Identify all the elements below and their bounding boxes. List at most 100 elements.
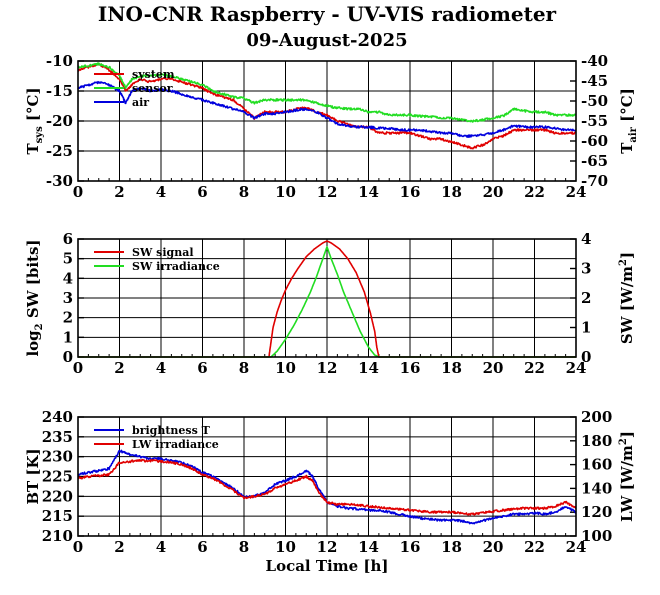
x-tick-label: 14 [358, 538, 379, 556]
x-tick-label: 2 [114, 359, 124, 377]
y-axis-label: log2 SW [bits] [24, 239, 45, 356]
y-tick-label: -20 [46, 112, 73, 130]
y-tick-label: 235 [42, 428, 73, 446]
y-tick-label: -30 [46, 172, 73, 190]
y2-tick-label: -40 [581, 52, 608, 70]
x-tick-label: 0 [73, 538, 83, 556]
y-tick-label: 3 [63, 289, 73, 307]
y2-tick-label: 3 [581, 260, 591, 278]
legend-label: sensor [132, 82, 173, 95]
y2-tick-label: 1 [581, 319, 591, 337]
x-tick-label: 0 [73, 359, 83, 377]
y-tick-label: 4 [63, 269, 73, 287]
y2-tick-label: -50 [581, 92, 608, 110]
x-tick-label: 22 [524, 538, 545, 556]
x-tick-label: 18 [441, 183, 462, 201]
y-tick-label: 230 [42, 448, 73, 466]
y-tick-label: 5 [63, 250, 73, 268]
y2-tick-label: 2 [581, 289, 591, 307]
y-axis-label: Tsys [°C] [24, 87, 45, 154]
x-tick-label: 16 [400, 538, 421, 556]
y2-tick-label: -65 [581, 152, 608, 170]
x-tick-label: 18 [441, 538, 462, 556]
x-tick-label: 22 [524, 359, 545, 377]
x-tick-label: 14 [358, 183, 379, 201]
x-tick-label: 24 [566, 359, 587, 377]
legend-label: SW irradiance [132, 260, 220, 273]
x-tick-label: 0 [73, 183, 83, 201]
y-tick-label: -15 [46, 82, 73, 100]
y2-tick-label: -45 [581, 72, 608, 90]
x-tick-label: 10 [275, 359, 296, 377]
legend-label: system [132, 68, 175, 81]
x-tick-label: 24 [566, 183, 587, 201]
y2-tick-label: 100 [581, 527, 612, 545]
x-tick-label: 24 [566, 538, 587, 556]
x-tick-label: 8 [239, 359, 249, 377]
x-tick-label: 12 [317, 183, 338, 201]
panel-temperature: 0 2 4 6 8 10 12 14 16 18 20 22 24-10-15-20-25-30-40-… [24, 52, 639, 201]
y2-tick-label: -70 [581, 172, 608, 190]
x-tick-label: 2 [114, 538, 124, 556]
y2-tick-label: 120 [581, 503, 612, 521]
series-line-sw-irradiance [78, 246, 576, 358]
x-tick-label: 8 [239, 183, 249, 201]
x-axis-label: Local Time [h] [266, 557, 389, 575]
y-tick-label: -25 [46, 142, 73, 160]
x-tick-label: 16 [400, 359, 421, 377]
x-tick-label: 8 [239, 538, 249, 556]
x-tick-label: 22 [524, 183, 545, 201]
y-tick-label: 220 [42, 487, 73, 505]
y2-tick-label: -55 [581, 112, 608, 130]
y-tick-label: 6 [63, 230, 73, 248]
x-tick-label: 10 [275, 183, 296, 201]
y-axis-label: BT [K] [24, 448, 42, 504]
plot-frame [77, 416, 577, 537]
series-line-sensor [77, 62, 577, 123]
y-tick-label: 240 [42, 408, 73, 426]
x-tick-label: 6 [197, 183, 207, 201]
y-tick-label: 210 [42, 527, 73, 545]
plot-frame [77, 238, 577, 358]
series-line-sw-signal [78, 240, 576, 358]
y-tick-label: 215 [42, 507, 73, 525]
legend-label: LW irradiance [132, 438, 219, 451]
x-tick-label: 12 [317, 538, 338, 556]
series-line-air [77, 80, 577, 138]
series-line-lw-irradiance [77, 458, 577, 516]
x-tick-label: 20 [483, 359, 504, 377]
y2-tick-label: 160 [581, 456, 612, 474]
figure-title: INO-CNR Raspberry - UV-VIS radiometer [98, 2, 557, 26]
y2-tick-label: 180 [581, 432, 612, 450]
x-tick-label: 2 [114, 183, 124, 201]
x-tick-label: 10 [275, 538, 296, 556]
y2-tick-label: 0 [581, 348, 591, 366]
y-tick-label: -10 [46, 52, 73, 70]
y2-tick-label: 140 [581, 479, 612, 497]
x-tick-label: 20 [483, 183, 504, 201]
x-tick-label: 4 [156, 359, 166, 377]
legend-label: brightness T [132, 424, 211, 437]
x-tick-label: 16 [400, 183, 421, 201]
y-tick-label: 0 [63, 348, 73, 366]
y2-tick-label: 200 [581, 408, 612, 426]
y2-axis-label: SW [W/m2] [618, 252, 636, 344]
y2-axis-label: LW [W/m2] [618, 431, 636, 522]
x-tick-label: 6 [197, 538, 207, 556]
x-tick-label: 20 [483, 538, 504, 556]
panel-longwave: 0 2 4 6 8 10 12 14 16 18 20 22 242402352302252202152… [24, 408, 636, 575]
y-tick-label: 2 [63, 309, 73, 327]
legend-label: SW signal [132, 246, 194, 259]
x-tick-label: 4 [156, 183, 166, 201]
plot-frame [77, 60, 577, 182]
y2-axis-label: Tair [°C] [618, 88, 639, 154]
x-tick-label: 18 [441, 359, 462, 377]
legend-label: air [132, 96, 149, 109]
x-tick-label: 12 [317, 359, 338, 377]
x-tick-label: 4 [156, 538, 166, 556]
y-tick-label: 225 [42, 468, 73, 486]
y-tick-label: 1 [63, 328, 73, 346]
figure-subtitle: 09-August-2025 [246, 30, 407, 51]
